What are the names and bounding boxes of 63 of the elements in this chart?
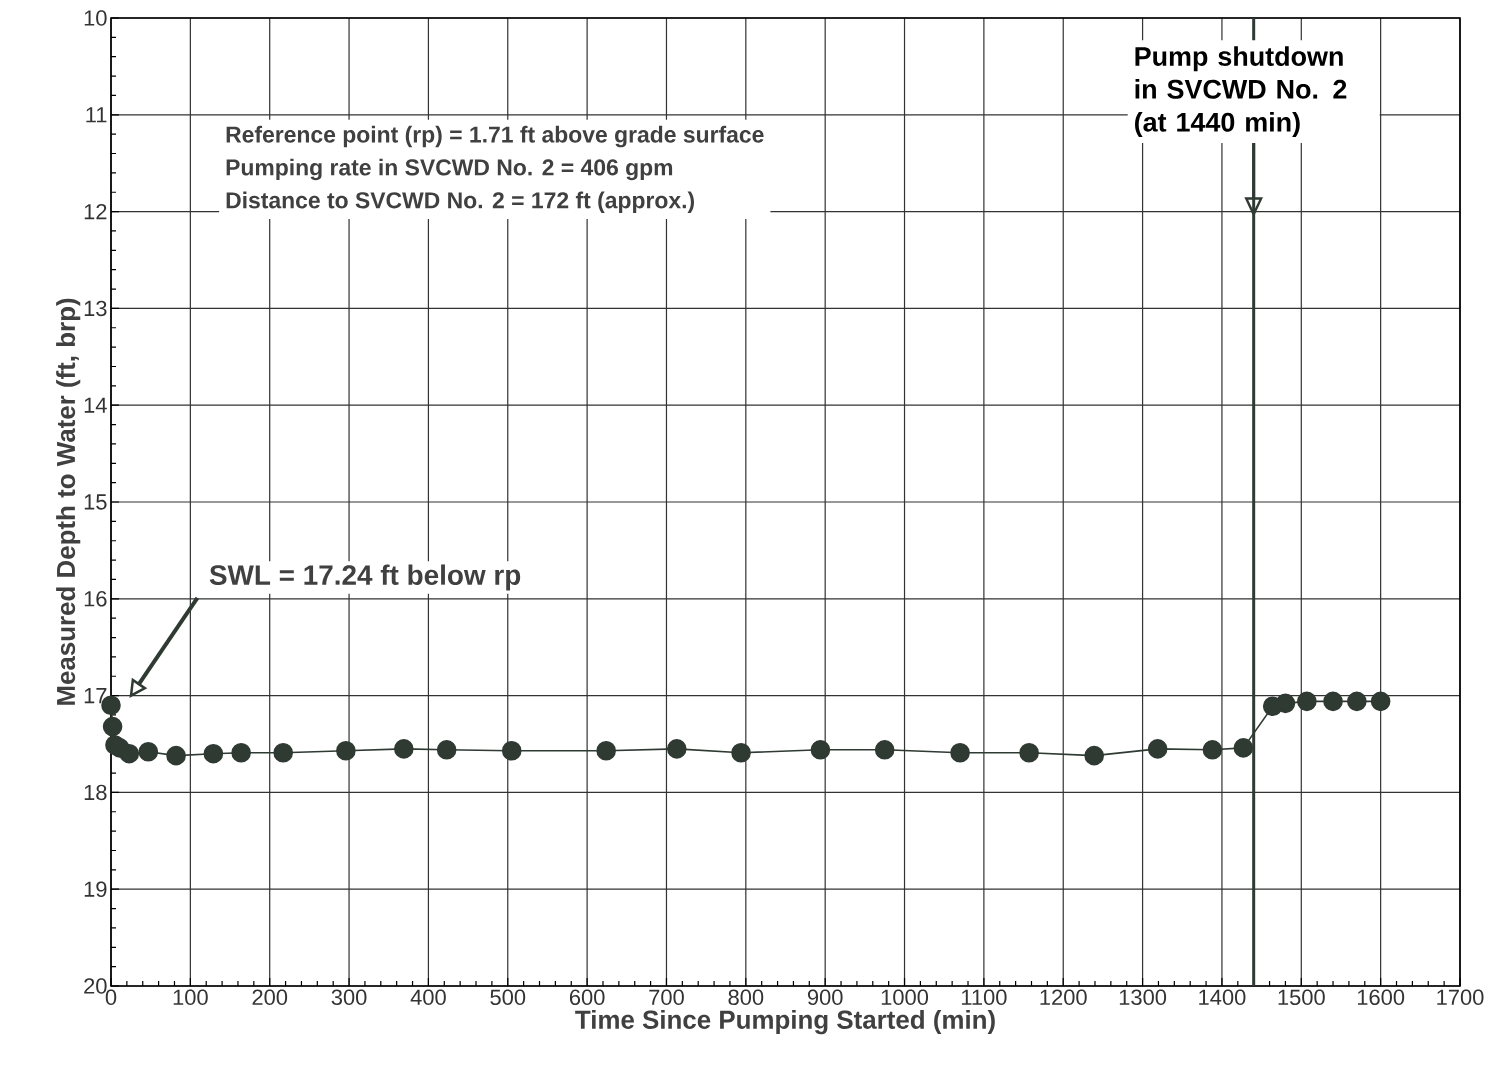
annotation: Distance to SVCWD No. 2 = 172 ft (approx.): [226, 191, 694, 213]
y-tick-label: 11: [86, 107, 107, 123]
y-tick-label: 19: [84, 881, 107, 897]
x-tick-label: 400: [410, 989, 446, 1006]
x-tick-label: 700: [649, 989, 684, 1006]
point: [166, 745, 186, 766]
point: [273, 742, 293, 763]
point: [1323, 691, 1343, 712]
y-tick-label: 12: [84, 203, 107, 220]
y-tick-label: 20: [84, 978, 107, 994]
x-tick-label: 0: [105, 989, 117, 1006]
point: [950, 742, 970, 763]
point: [119, 743, 140, 764]
point: [810, 740, 831, 760]
point: [436, 740, 457, 760]
x-tick-label: 1700: [1437, 989, 1484, 1006]
point: [1019, 742, 1039, 763]
point: [1347, 691, 1367, 712]
x-tick-label: 200: [252, 989, 288, 1006]
x-tick-label: 100: [173, 989, 208, 1006]
x-tick-label: 300: [331, 989, 367, 1006]
annotation: Pumping rate in SVCWD No. 2 = 406 gpm: [226, 158, 673, 181]
ref-line-label: Pump shutdown in SVCWD No. 2 (at 1440 min): [1135, 46, 1347, 138]
y-tick-label: 15: [84, 494, 107, 510]
point: [501, 740, 522, 761]
y-tick-label: 10: [84, 10, 107, 26]
x-axis-title: Time Since Pumping Started (min): [575, 1009, 995, 1035]
point: [1275, 693, 1296, 714]
x-tick-label: 500: [490, 989, 526, 1006]
point: [203, 743, 224, 764]
point: [1202, 740, 1223, 760]
point: [1297, 691, 1317, 712]
x-tick-label: 1100: [961, 989, 1007, 1006]
point: [231, 742, 251, 763]
x-tick-label: 800: [728, 989, 764, 1006]
point: [1147, 739, 1168, 759]
point: [102, 716, 123, 737]
x-tick-label: 1600: [1357, 989, 1405, 1006]
x-tick-label: 1000: [881, 989, 929, 1006]
annotation: Reference point (rp) = 1.71 ft above grade surface: [226, 125, 764, 148]
x-tick-label: 1400: [1199, 989, 1246, 1006]
point: [138, 741, 159, 762]
y-tick-label: 16: [84, 591, 107, 607]
annotation: SWL = 17.24 ft below rp: [209, 564, 521, 591]
y-tick-label: 13: [84, 300, 107, 317]
point: [874, 740, 895, 760]
point: [336, 740, 356, 761]
y-tick-label: 17: [84, 688, 107, 704]
x-tick-label: 1300: [1119, 989, 1167, 1006]
y-tick-label: 14: [84, 397, 107, 413]
point: [1370, 691, 1391, 712]
point: [666, 739, 687, 759]
x-tick-label: 1500: [1278, 989, 1325, 1006]
point: [596, 740, 616, 761]
y-axis-title: Measured Depth to Water (ft, brp): [56, 298, 81, 705]
x-tick-label: 900: [807, 989, 843, 1006]
point: [1084, 745, 1104, 766]
y-tick-label: 18: [84, 784, 107, 801]
point: [394, 739, 414, 759]
point: [1233, 738, 1254, 758]
x-tick-label: 1200: [1040, 989, 1087, 1006]
x-tick-label: 600: [569, 989, 605, 1006]
point: [731, 742, 751, 763]
